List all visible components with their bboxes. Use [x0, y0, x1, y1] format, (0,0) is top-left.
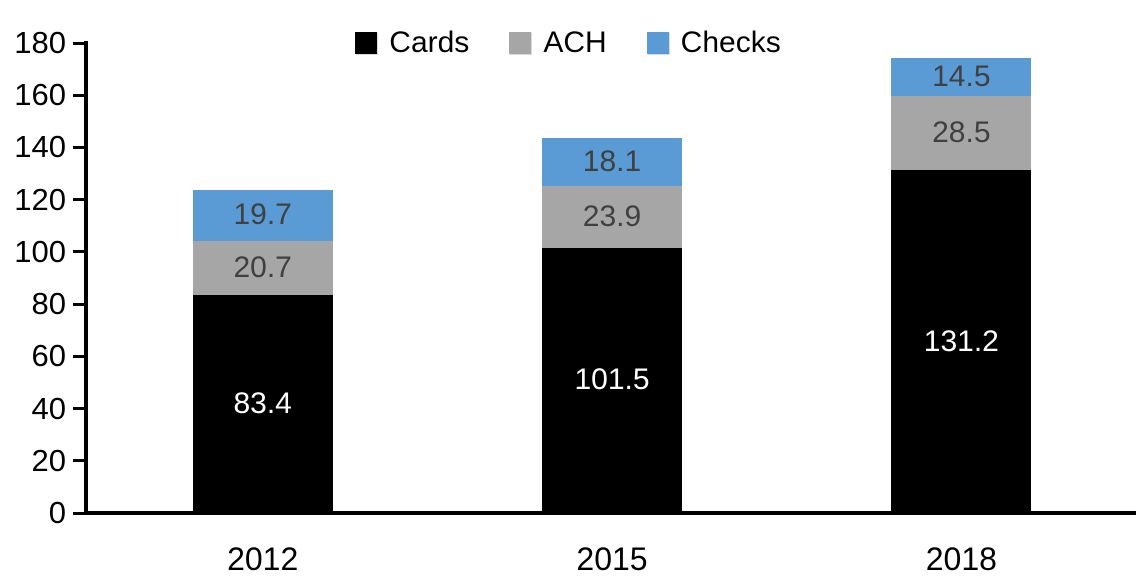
y-axis-tick: [73, 302, 84, 306]
legend-item-ach: ACH: [509, 26, 607, 60]
y-axis-tick: [73, 407, 84, 411]
bar-segment-ach-2018: 28.5: [891, 96, 1032, 171]
bar-segment-checks-2018: 14.5: [891, 58, 1032, 96]
y-axis-tick-label: 0: [48, 495, 66, 530]
y-axis-tick-label: 80: [31, 286, 66, 322]
bar-value-label: 18.1: [582, 144, 642, 178]
bar-segment-checks-2012: 19.7: [192, 189, 333, 242]
bar-segment-cards-2012: 83.4: [192, 295, 333, 513]
y-axis-tick: [73, 145, 84, 149]
bar-segment-ach-2015: 23.9: [542, 185, 682, 248]
legend-item-cards: Cards: [355, 26, 469, 60]
y-axis-tick: [73, 354, 84, 358]
y-axis-line: [84, 41, 88, 515]
legend-label: Cards: [389, 26, 470, 59]
bar-segment-cards-2018: 131.2: [891, 170, 1032, 513]
y-axis-tick: [73, 250, 84, 254]
legend-label: ACH: [543, 26, 607, 59]
y-axis-tick: [73, 198, 84, 202]
bar-segment-checks-2015: 18.1: [542, 138, 682, 186]
y-axis-tick: [73, 511, 84, 515]
y-axis-tick-label: 20: [31, 442, 66, 478]
y-axis-tick-label: 140: [14, 129, 66, 165]
legend-swatch-icon: [355, 32, 378, 54]
x-axis-category-label: 2018: [925, 541, 997, 577]
bar-value-label: 23.9: [582, 199, 642, 233]
bar-value-label: 19.7: [233, 198, 292, 232]
y-axis-tick-label: 180: [14, 25, 66, 60]
bar-value-label: 101.5: [574, 363, 650, 397]
y-axis-tick-label: 120: [14, 181, 66, 217]
x-axis-category-label: 2015: [576, 541, 648, 577]
bar-value-label: 28.5: [932, 116, 991, 150]
legend-swatch-icon: [509, 32, 532, 54]
x-axis-category-label: 2012: [227, 541, 299, 577]
bar-value-label: 20.7: [233, 251, 292, 285]
y-axis-tick-label: 40: [31, 390, 66, 426]
y-axis-tick: [73, 93, 84, 97]
y-axis-tick-label: 100: [14, 233, 66, 269]
y-axis-tick: [73, 459, 84, 463]
bar-segment-ach-2012: 20.7: [192, 241, 333, 296]
bar-segment-cards-2015: 101.5: [542, 247, 682, 513]
y-axis-tick: [73, 41, 84, 45]
legend-label: Checks: [680, 26, 781, 59]
legend-item-checks: Checks: [646, 26, 781, 60]
y-axis-tick-label: 160: [14, 77, 66, 113]
y-axis-tick-label: 60: [31, 338, 66, 374]
legend-swatch-icon: [646, 32, 669, 54]
bar-value-label: 131.2: [923, 324, 999, 358]
chart-legend: Cards ACH Checks: [0, 26, 1136, 60]
x-axis-line: [84, 511, 1136, 515]
bar-value-label: 83.4: [233, 387, 292, 421]
bar-value-label: 14.5: [932, 60, 991, 94]
